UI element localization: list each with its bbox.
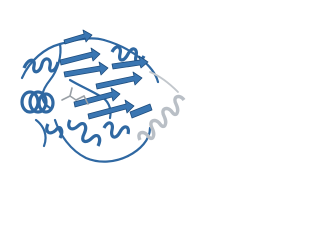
grey-helix: [129, 71, 186, 141]
grey-loop: [149, 71, 179, 93]
sheets: [59, 29, 149, 120]
helix: [20, 90, 55, 114]
helix-segment: [129, 103, 153, 119]
beta-strand: [63, 61, 109, 78]
bond: [69, 95, 77, 101]
beta-strand: [95, 71, 143, 90]
bond: [69, 87, 73, 97]
loop: [34, 118, 47, 148]
helix-ring: [28, 90, 48, 114]
beta-strand: [87, 99, 135, 120]
grey-helix-coil: [137, 94, 186, 141]
bond: [75, 95, 85, 101]
page: (() => { const data = JSON.parse(documen…: [20, 29, 186, 163]
helix-ring: [37, 92, 55, 114]
helix-coil: [67, 119, 102, 147]
helix-coil: [102, 121, 130, 139]
beta-strand: [63, 29, 93, 45]
helix-coil: [22, 57, 60, 74]
protein-structure: [20, 29, 186, 163]
beta-strand: [73, 87, 121, 108]
beta-strand: [111, 55, 149, 70]
loop: [41, 42, 62, 110]
bond: [61, 95, 71, 101]
helix: [22, 57, 60, 74]
bond: [83, 95, 89, 105]
loop: [126, 126, 152, 158]
beta-strand: [59, 47, 101, 66]
ligand: [61, 87, 89, 105]
helix-coil: [45, 123, 64, 139]
